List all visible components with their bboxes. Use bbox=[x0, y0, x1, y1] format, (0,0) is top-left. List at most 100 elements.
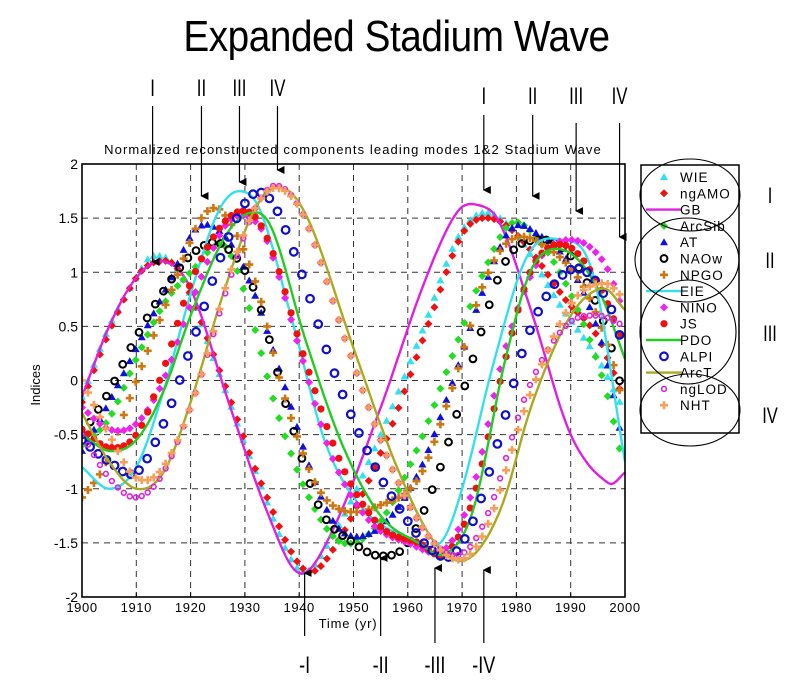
data-point bbox=[316, 562, 325, 571]
data-point bbox=[603, 392, 612, 401]
data-point bbox=[125, 369, 134, 378]
data-point bbox=[556, 329, 564, 336]
data-point bbox=[293, 557, 302, 566]
data-point bbox=[352, 484, 361, 492]
data-point bbox=[370, 420, 379, 429]
data-point bbox=[83, 388, 92, 397]
data-point bbox=[579, 333, 588, 341]
legend-item-at: AT bbox=[660, 235, 698, 250]
data-point bbox=[466, 216, 475, 224]
data-point bbox=[614, 329, 625, 340]
data-point bbox=[472, 305, 481, 313]
data-point bbox=[472, 286, 481, 295]
data-point bbox=[203, 207, 212, 216]
data-point bbox=[382, 416, 391, 424]
data-point bbox=[173, 319, 182, 327]
data-point bbox=[585, 321, 594, 330]
data-point bbox=[473, 534, 480, 542]
data-point bbox=[224, 245, 234, 254]
data-point bbox=[585, 335, 594, 344]
data-point bbox=[468, 354, 478, 364]
data-point bbox=[346, 514, 355, 523]
series-pdo bbox=[82, 210, 625, 557]
data-point bbox=[310, 399, 319, 408]
data-point bbox=[472, 301, 481, 310]
data-point bbox=[615, 397, 624, 405]
data-point bbox=[442, 268, 451, 277]
data-point bbox=[107, 409, 116, 418]
data-point bbox=[424, 446, 433, 454]
data-point bbox=[329, 439, 337, 447]
data-point bbox=[185, 303, 194, 312]
data-point bbox=[400, 372, 409, 380]
data-point bbox=[365, 509, 373, 517]
data-point bbox=[412, 341, 421, 349]
data-point bbox=[520, 396, 528, 403]
data-point bbox=[150, 483, 157, 490]
data-point bbox=[245, 304, 254, 313]
series-ngamo bbox=[82, 214, 624, 576]
data-point bbox=[549, 291, 558, 299]
y-tick-labels: 2 1.5 1 0.5 0 -0.5 -1 -1.5 -2 bbox=[54, 156, 78, 605]
data-point bbox=[550, 241, 558, 249]
data-point bbox=[119, 458, 128, 467]
top-arrow-label: I bbox=[481, 83, 486, 110]
data-point bbox=[338, 531, 348, 540]
data-point bbox=[573, 263, 584, 274]
data-point bbox=[400, 491, 409, 500]
data-point bbox=[531, 375, 540, 384]
data-point bbox=[251, 464, 260, 473]
data-point bbox=[335, 454, 343, 462]
data-point bbox=[137, 333, 146, 341]
data-point bbox=[500, 410, 511, 420]
data-point bbox=[478, 447, 487, 456]
data-point bbox=[387, 550, 396, 560]
data-point bbox=[275, 414, 284, 423]
data-point bbox=[162, 359, 170, 367]
data-point bbox=[406, 357, 415, 365]
data-point bbox=[264, 335, 274, 345]
data-point bbox=[82, 425, 86, 433]
data-point bbox=[203, 220, 212, 228]
data-point bbox=[468, 516, 478, 527]
data-point bbox=[419, 538, 429, 549]
data-point bbox=[221, 284, 230, 293]
data-point bbox=[484, 214, 493, 223]
data-point bbox=[362, 445, 372, 456]
data-point bbox=[138, 492, 145, 500]
data-point bbox=[562, 322, 570, 330]
top-arrow-label: II bbox=[528, 83, 537, 110]
data-point bbox=[514, 414, 522, 421]
data-point bbox=[364, 403, 373, 412]
data-point bbox=[156, 376, 164, 384]
data-point bbox=[424, 532, 433, 541]
data-point bbox=[119, 426, 128, 435]
data-point bbox=[185, 233, 194, 241]
data-point bbox=[502, 454, 510, 462]
data-point bbox=[609, 417, 618, 426]
legend-label: AT bbox=[680, 235, 698, 250]
data-point bbox=[448, 351, 457, 360]
data-point bbox=[82, 398, 86, 407]
data-point bbox=[525, 325, 535, 336]
data-point bbox=[454, 364, 463, 373]
data-point bbox=[358, 508, 367, 517]
data-point bbox=[239, 245, 248, 254]
data-point bbox=[167, 274, 176, 284]
data-point bbox=[182, 351, 193, 361]
legend-swatch bbox=[660, 238, 668, 246]
legend-swatch bbox=[660, 270, 668, 279]
data-point bbox=[293, 336, 302, 345]
series-layer bbox=[82, 182, 625, 576]
data-point bbox=[239, 198, 250, 209]
data-point bbox=[427, 545, 438, 556]
data-point bbox=[83, 485, 92, 494]
data-point bbox=[418, 467, 427, 476]
data-point bbox=[525, 234, 534, 243]
data-point bbox=[418, 523, 427, 532]
data-point bbox=[478, 288, 487, 296]
legend-label: GB bbox=[680, 203, 702, 218]
data-point bbox=[114, 484, 122, 491]
data-point bbox=[304, 464, 313, 473]
